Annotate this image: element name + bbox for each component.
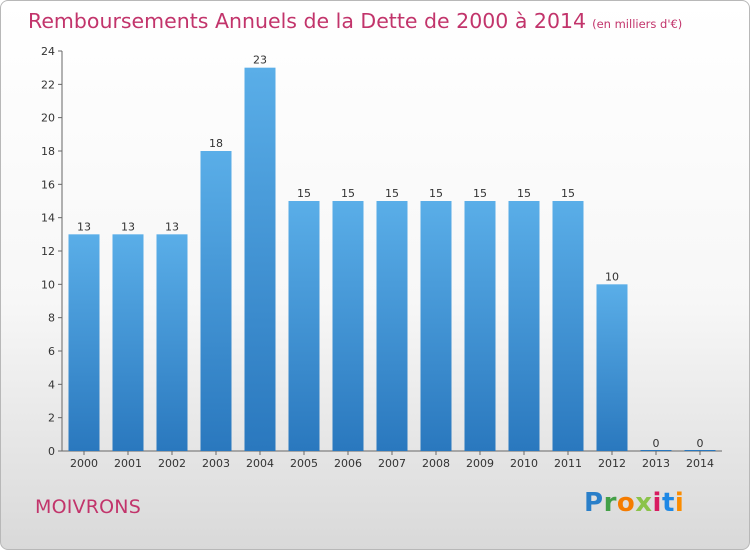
y-tick-label: 2 [48, 412, 55, 425]
bar-value-label: 0 [697, 437, 704, 450]
bar [68, 234, 100, 451]
x-tick-label: 2014 [686, 457, 714, 470]
x-tick-label: 2003 [202, 457, 230, 470]
logo-letter: i [652, 488, 662, 518]
bar-value-label: 15 [561, 187, 575, 200]
bar [156, 234, 188, 451]
x-tick-label: 2013 [642, 457, 670, 470]
bar-value-label: 13 [165, 220, 179, 233]
logo-letter: o [616, 488, 636, 518]
y-tick-label: 8 [48, 312, 55, 325]
bar [332, 201, 364, 451]
bar [596, 284, 628, 451]
bar [376, 201, 408, 451]
y-tick-label: 18 [41, 145, 55, 158]
x-tick-label: 2000 [70, 457, 98, 470]
bar-value-label: 15 [385, 187, 399, 200]
y-tick-label: 16 [41, 178, 55, 191]
logo-letter: x [635, 488, 653, 518]
bar [288, 201, 320, 451]
x-tick-label: 2010 [510, 457, 538, 470]
commune-name: MOIVRONS [35, 496, 141, 518]
bar [684, 450, 716, 451]
logo-letter: r [603, 488, 617, 518]
bar-value-label: 18 [209, 137, 223, 150]
proxiti-logo: Proxiti [584, 488, 684, 518]
y-tick-label: 0 [48, 445, 55, 458]
bar-value-label: 15 [517, 187, 531, 200]
bar [244, 67, 276, 452]
x-tick-label: 2005 [290, 457, 318, 470]
y-tick-label: 24 [41, 45, 55, 58]
bar [464, 201, 496, 451]
bar [508, 201, 540, 451]
logo-letter: t [661, 488, 675, 518]
logo-letter: i [674, 488, 685, 518]
bar [420, 201, 452, 451]
bar [200, 151, 232, 451]
bar-value-label: 15 [429, 187, 443, 200]
x-tick-label: 2004 [246, 457, 274, 470]
y-tick-label: 22 [41, 78, 55, 91]
chart-unit: (en milliers d'€) [592, 17, 683, 31]
x-tick-label: 2007 [378, 457, 406, 470]
bar-value-label: 13 [77, 220, 91, 233]
bar-value-label: 23 [253, 54, 267, 67]
y-tick-label: 14 [41, 212, 55, 225]
bar-value-label: 15 [473, 187, 487, 200]
bar-value-label: 0 [653, 437, 660, 450]
bar [112, 234, 144, 451]
logo-letter: P [584, 488, 604, 518]
bar [640, 450, 672, 451]
y-tick-label: 12 [41, 245, 55, 258]
y-tick-label: 20 [41, 112, 55, 125]
chart-title: Remboursements Annuels de la Dette de 20… [28, 9, 683, 33]
x-tick-label: 2009 [466, 457, 494, 470]
bar-value-label: 15 [341, 187, 355, 200]
x-tick-label: 2011 [554, 457, 582, 470]
x-tick-label: 2006 [334, 457, 362, 470]
x-tick-label: 2002 [158, 457, 186, 470]
bar-value-label: 10 [605, 270, 619, 283]
x-tick-label: 2008 [422, 457, 450, 470]
bar-value-label: 15 [297, 187, 311, 200]
y-tick-label: 4 [48, 378, 55, 391]
x-tick-label: 2001 [114, 457, 142, 470]
bar-value-label: 13 [121, 220, 135, 233]
x-tick-label: 2012 [598, 457, 626, 470]
y-tick-label: 6 [48, 345, 55, 358]
y-tick-label: 10 [41, 278, 55, 291]
bar [552, 201, 584, 451]
